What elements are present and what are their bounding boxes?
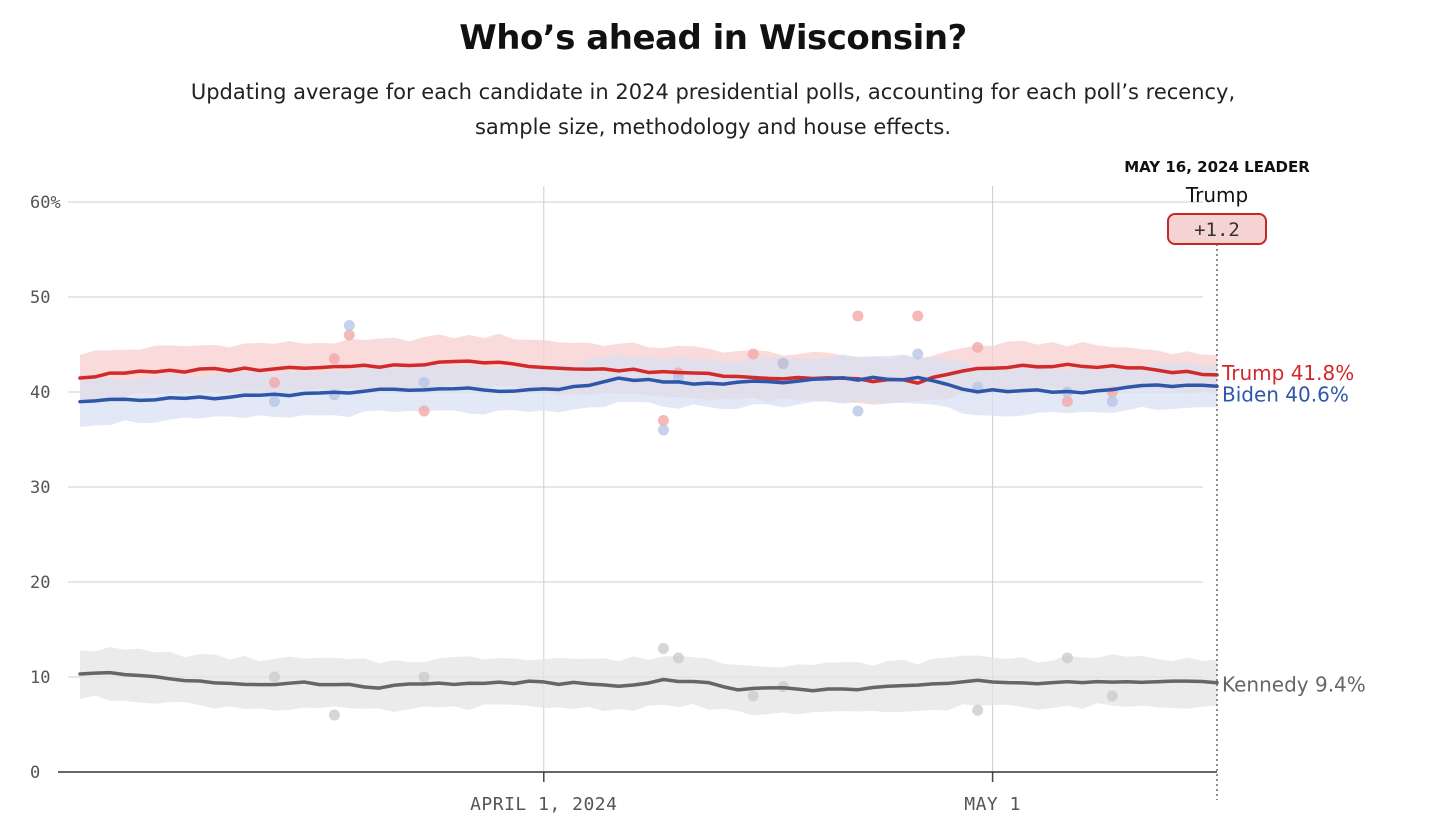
leader-name: Trump <box>1185 183 1248 207</box>
y-tick-label: 0 <box>30 763 40 783</box>
y-tick-label: 30 <box>30 478 50 498</box>
trump-end-label: Trump 41.8% <box>1221 361 1354 385</box>
kennedy-poll-dot[interactable] <box>1106 690 1118 702</box>
biden-average-line[interactable] <box>78 375 1219 404</box>
y-tick-label: 50 <box>30 288 50 308</box>
leader-heading: MAY 16, 2024 LEADER <box>1124 158 1310 176</box>
biden-poll-dot[interactable] <box>268 396 280 407</box>
kennedy-poll-dot[interactable] <box>747 690 759 702</box>
kennedy-poll-dot[interactable] <box>972 704 984 716</box>
biden-poll-dot[interactable] <box>343 320 355 331</box>
kennedy-average-line[interactable] <box>78 670 1219 693</box>
biden-poll-dot[interactable] <box>418 377 430 388</box>
kennedy-poll-dot[interactable] <box>268 671 280 683</box>
subtitle-line-2: sample size, methodology and house effec… <box>474 115 952 139</box>
biden-poll-dot[interactable] <box>1106 396 1118 407</box>
chart-title: Who’s ahead in Wisconsin? <box>459 18 967 58</box>
trump-poll-dot[interactable] <box>657 415 669 426</box>
trump-poll-dot[interactable] <box>852 310 864 322</box>
y-tick-label: 60% <box>30 193 61 213</box>
trump-poll-dot[interactable] <box>343 329 355 341</box>
trump-poll-dot[interactable] <box>328 353 340 365</box>
x-tick-label: APRIL 1, 2024 <box>470 794 617 815</box>
average-lines <box>78 359 1219 693</box>
y-tick-label: 10 <box>30 668 50 688</box>
trump-poll-dot[interactable] <box>1061 396 1073 407</box>
biden-poll-dot[interactable] <box>657 424 669 436</box>
leader-margin-badge <box>1167 213 1267 245</box>
axes: APRIL 1, 2024 MAY 1 <box>58 244 1218 815</box>
leader-margin: +1.2 <box>1194 219 1240 241</box>
y-tick-label: 40 <box>30 383 50 403</box>
chart-subtitle: Updating average for each candidate in 2… <box>0 75 1426 145</box>
subtitle-line-1: Updating average for each candidate in 2… <box>190 80 1236 104</box>
kennedy-end-label: Kennedy 9.4% <box>1222 673 1366 697</box>
kennedy-poll-dot[interactable] <box>657 643 669 654</box>
kennedy-poll-dot[interactable] <box>328 709 340 721</box>
leader-callout[interactable]: MAY 16, 2024 LEADER Trump +1.2 <box>1124 158 1310 245</box>
trump-poll-dot[interactable] <box>972 341 984 353</box>
biden-poll-dot[interactable] <box>777 358 789 369</box>
trump-average-line[interactable] <box>78 359 1219 385</box>
trump-poll-dot[interactable] <box>268 377 280 388</box>
trump-poll-dot[interactable] <box>747 348 759 360</box>
biden-uncertainty-band <box>80 354 1217 427</box>
trump-poll-dot[interactable] <box>912 310 924 322</box>
end-labels: Trump 41.8%Biden 40.6% Kennedy 9.4% <box>1221 361 1366 697</box>
kennedy-poll-dot[interactable] <box>1061 652 1073 664</box>
biden-poll-dot[interactable] <box>852 405 864 417</box>
x-tick-label: MAY 1 <box>964 794 1021 815</box>
kennedy-poll-dot[interactable] <box>418 671 430 683</box>
trump-poll-dot[interactable] <box>418 405 430 417</box>
biden-end-label: Biden 40.6% <box>1222 382 1349 406</box>
kennedy-poll-dot[interactable] <box>672 652 684 664</box>
y-tick-label: 20 <box>30 573 50 593</box>
biden-poll-dot[interactable] <box>912 348 924 360</box>
